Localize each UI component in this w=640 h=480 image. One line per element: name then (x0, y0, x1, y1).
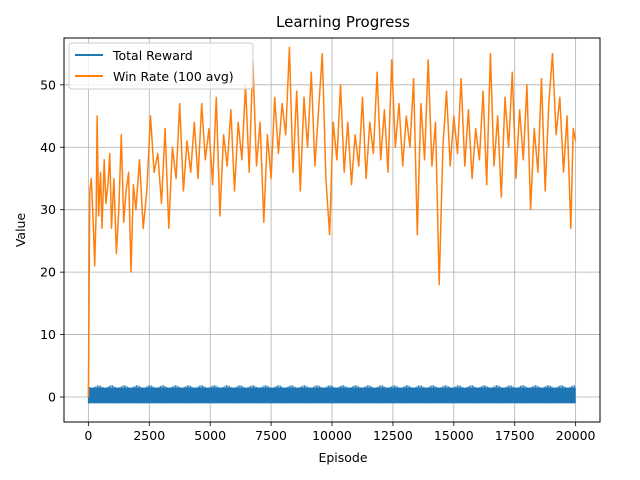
legend-label-win-rate: Win Rate (100 avg) (113, 69, 234, 84)
y-tick-label: 40 (40, 140, 56, 155)
x-tick-label: 0 (84, 428, 92, 443)
x-tick-label: 5000 (194, 428, 226, 443)
x-axis-title: Episode (318, 450, 367, 465)
series-layer (87, 46, 577, 404)
chart-title: Learning Progress (276, 13, 410, 31)
y-axis: 0 10 20 30 40 50 (40, 77, 64, 405)
x-tick-label: 15000 (434, 428, 474, 443)
plot-area (87, 46, 577, 404)
x-tick-label: 12500 (373, 428, 413, 443)
x-tick-label: 17500 (495, 428, 535, 443)
y-tick-label: 10 (40, 327, 56, 342)
y-tick-label: 30 (40, 202, 56, 217)
y-tick-label: 0 (48, 390, 56, 405)
x-axis: 0 2500 5000 7500 10000 12500 15000 17500 20000 (84, 422, 596, 443)
legend: Total Reward Win Rate (100 avg) (68, 42, 254, 90)
x-tick-label: 20000 (556, 428, 596, 443)
x-tick-label: 7500 (255, 428, 287, 443)
legend-box (68, 42, 254, 90)
y-tick-label: 50 (40, 77, 56, 92)
legend-label-total-reward: Total Reward (112, 48, 193, 63)
y-axis-title: Value (13, 213, 28, 248)
x-tick-label: 10000 (312, 428, 352, 443)
y-tick-label: 20 (40, 265, 56, 280)
series-win-rate-line (87, 46, 577, 398)
x-tick-label: 2500 (133, 428, 165, 443)
